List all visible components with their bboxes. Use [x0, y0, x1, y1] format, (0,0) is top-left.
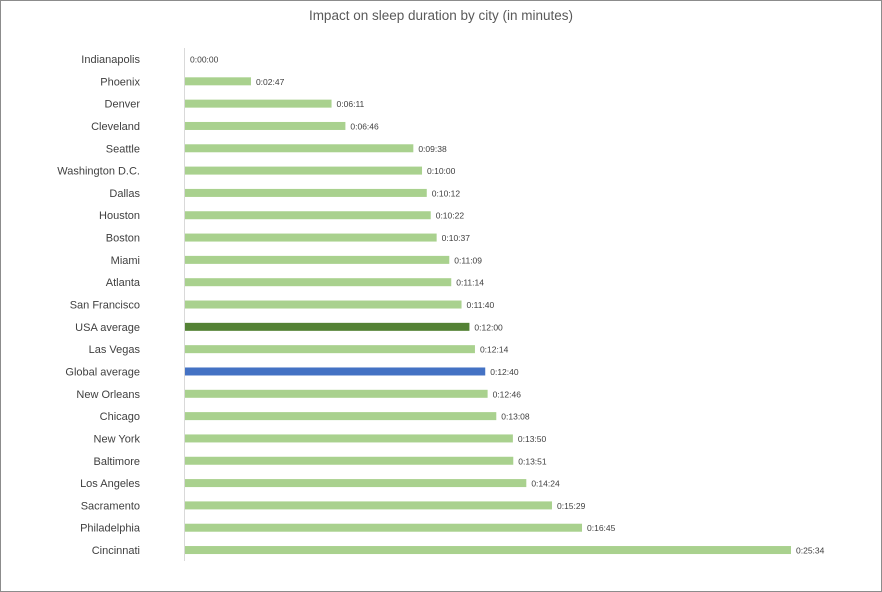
data-label-cincinnati: 0:25:34 [796, 546, 825, 556]
bar-new-york [185, 434, 513, 443]
bar-baltimore [185, 456, 514, 465]
data-label-dallas: 0:10:12 [432, 188, 461, 198]
category-label-philadelphia: Philadelphia [80, 523, 141, 535]
bar-global-average [185, 367, 486, 376]
bar-cleveland [185, 121, 346, 130]
bar-phoenix [185, 77, 251, 86]
bar-atlanta [185, 278, 452, 287]
category-label-los-angeles: Los Angeles [80, 478, 140, 490]
bar-san-francisco [185, 300, 462, 309]
category-label-phoenix: Phoenix [100, 76, 140, 88]
category-label-baltimore: Baltimore [94, 456, 140, 468]
data-label-sacramento: 0:15:29 [557, 501, 586, 511]
bar-miami [185, 255, 450, 264]
data-label-cleveland: 0:06:46 [350, 121, 379, 131]
bar-usa-average [185, 322, 470, 331]
category-label-washington-d-c: Washington D.C. [57, 166, 140, 178]
bar-houston [185, 211, 431, 220]
category-label-miami: Miami [111, 255, 140, 267]
bar-boston [185, 233, 437, 242]
category-label-las-vegas: Las Vegas [89, 344, 141, 356]
category-label-new-york: New York [94, 433, 141, 445]
bar-washington-d-c [185, 166, 423, 175]
category-label-dallas: Dallas [109, 188, 140, 200]
data-label-san-francisco: 0:11:40 [467, 300, 495, 310]
category-label-san-francisco: San Francisco [70, 300, 140, 312]
bar-dallas [185, 188, 427, 197]
data-label-new-york: 0:13:50 [518, 434, 547, 444]
category-label-usa-average: USA average [75, 322, 140, 334]
category-label-atlanta: Atlanta [106, 277, 141, 289]
bar-seattle [185, 144, 414, 153]
category-label-boston: Boston [106, 233, 140, 245]
category-label-indianapolis: Indianapolis [81, 54, 140, 66]
bar-los-angeles [185, 479, 527, 488]
bar-new-orleans [185, 389, 488, 398]
chart-title: Impact on sleep duration by city (in min… [308, 8, 574, 23]
data-label-boston: 0:10:37 [442, 233, 471, 243]
data-label-global-average: 0:12:40 [490, 367, 519, 377]
category-label-seattle: Seattle [106, 143, 140, 155]
category-label-cleveland: Cleveland [91, 121, 140, 133]
category-label-sacramento: Sacramento [81, 500, 140, 512]
data-label-washington-d-c: 0:10:00 [427, 166, 456, 176]
data-label-miami: 0:11:09 [454, 255, 482, 265]
category-label-cincinnati: Cincinnati [92, 545, 140, 557]
bar-sacramento [185, 501, 552, 510]
category-label-denver: Denver [105, 99, 141, 111]
bar-chicago [185, 412, 497, 421]
data-label-los-angeles: 0:14:24 [531, 479, 560, 489]
data-label-chicago: 0:13:08 [501, 412, 530, 422]
data-label-denver: 0:06:11 [337, 99, 365, 109]
data-label-philadelphia: 0:16:45 [587, 523, 616, 533]
category-label-global-average: Global average [65, 366, 140, 378]
data-label-houston: 0:10:22 [436, 211, 465, 221]
data-label-new-orleans: 0:12:46 [493, 389, 522, 399]
bar-cincinnati [185, 546, 791, 555]
data-label-usa-average: 0:12:00 [474, 322, 503, 332]
bar-las-vegas [185, 345, 475, 354]
bar-philadelphia [185, 523, 583, 532]
data-label-phoenix: 0:02:47 [256, 77, 285, 87]
data-label-atlanta: 0:11:14 [456, 278, 484, 288]
data-label-las-vegas: 0:12:14 [480, 345, 509, 355]
data-label-seattle: 0:09:38 [418, 144, 447, 154]
category-label-new-orleans: New Orleans [76, 389, 140, 401]
bar-denver [185, 99, 332, 108]
category-label-chicago: Chicago [100, 411, 140, 423]
category-label-houston: Houston [99, 210, 140, 222]
data-label-indianapolis: 0:00:00 [190, 55, 219, 65]
data-label-baltimore: 0:13:51 [518, 456, 547, 466]
